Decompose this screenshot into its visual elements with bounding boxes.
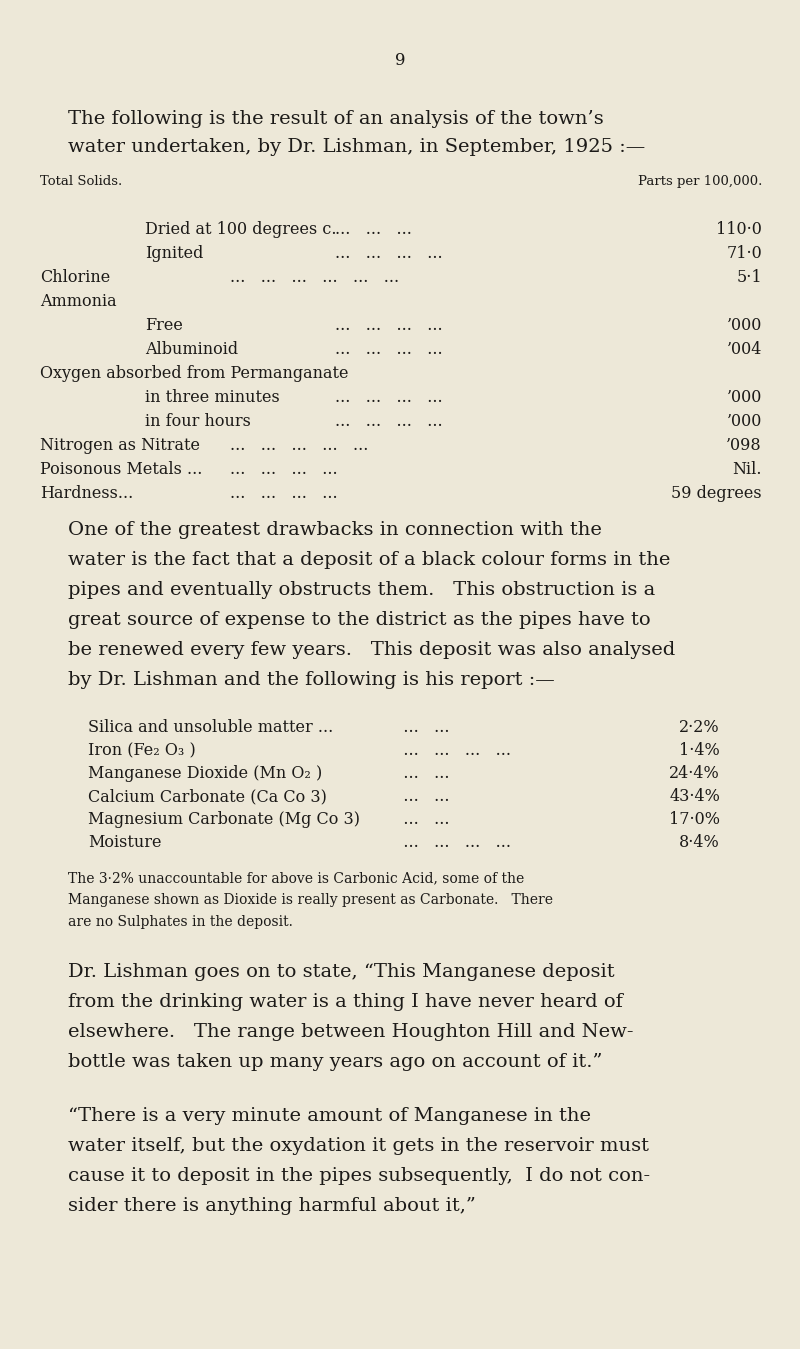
Text: ’004: ’004 [726,341,762,357]
Text: ...   ...   ...   ...: ... ... ... ... [335,413,442,430]
Text: Total Solids.: Total Solids. [40,175,122,188]
Text: ...   ...   ...   ...: ... ... ... ... [335,341,442,357]
Text: Magnesium Carbonate (Mg Co 3): Magnesium Carbonate (Mg Co 3) [88,811,360,828]
Text: Ammonia: Ammonia [40,293,117,310]
Text: Poisonous Metals ...: Poisonous Metals ... [40,461,202,478]
Text: One of the greatest drawbacks in connection with the: One of the greatest drawbacks in connect… [68,521,602,540]
Text: water undertaken, by Dr. Lishman, in September, 1925 :—: water undertaken, by Dr. Lishman, in Sep… [68,138,646,156]
Text: ...   ...   ...   ...: ... ... ... ... [230,461,338,478]
Text: 9: 9 [394,53,406,69]
Text: 5·1: 5·1 [736,268,762,286]
Text: Nil.: Nil. [733,461,762,478]
Text: Dried at 100 degrees c.: Dried at 100 degrees c. [145,221,337,237]
Text: Iron (Fe₂ O₃ ): Iron (Fe₂ O₃ ) [88,742,196,759]
Text: bottle was taken up many years ago on account of it.”: bottle was taken up many years ago on ac… [68,1054,602,1071]
Text: ...   ...   ...   ...: ... ... ... ... [230,486,338,502]
Text: ...   ...: ... ... [388,788,450,805]
Text: ...   ...   ...   ...: ... ... ... ... [388,742,511,759]
Text: 1·4%: 1·4% [679,742,720,759]
Text: Ignited: Ignited [145,246,203,262]
Text: Manganese Dioxide (Mn O₂ ): Manganese Dioxide (Mn O₂ ) [88,765,322,782]
Text: are no Sulphates in the deposit.: are no Sulphates in the deposit. [68,915,293,929]
Text: Oxygen absorbed from Permanganate: Oxygen absorbed from Permanganate [40,366,349,382]
Text: ...   ...   ...   ...: ... ... ... ... [388,834,511,851]
Text: Free: Free [145,317,183,335]
Text: ’000: ’000 [726,413,762,430]
Text: ’098: ’098 [726,437,762,455]
Text: 71·0: 71·0 [726,246,762,262]
Text: Albuminoid: Albuminoid [145,341,238,357]
Text: The following is the result of an analysis of the town’s: The following is the result of an analys… [68,111,604,128]
Text: ’000: ’000 [726,389,762,406]
Text: 17·0%: 17·0% [669,811,720,828]
Text: ...   ...   ...   ...   ...   ...: ... ... ... ... ... ... [230,268,399,286]
Text: cause it to deposit in the pipes subsequently,  I do not con-: cause it to deposit in the pipes subsequ… [68,1167,650,1184]
Text: be renewed every few years.   This deposit was also analysed: be renewed every few years. This deposit… [68,641,675,660]
Text: ...   ...   ...   ...: ... ... ... ... [335,246,442,262]
Text: 43·4%: 43·4% [669,788,720,805]
Text: in four hours: in four hours [145,413,251,430]
Text: ...   ...: ... ... [388,765,450,782]
Text: The 3·2% unaccountable for above is Carbonic Acid, some of the: The 3·2% unaccountable for above is Carb… [68,871,524,885]
Text: elsewhere.   The range between Houghton Hill and New-: elsewhere. The range between Houghton Hi… [68,1023,634,1041]
Text: Silica and unsoluble matter ...: Silica and unsoluble matter ... [88,719,334,737]
Text: water is the fact that a deposit of a black colour forms in the: water is the fact that a deposit of a bl… [68,550,670,569]
Text: ...   ...   ...   ...   ...: ... ... ... ... ... [230,437,368,455]
Text: 110·0: 110·0 [716,221,762,237]
Text: ...   ...   ...   ...: ... ... ... ... [335,317,442,335]
Text: ...   ...: ... ... [388,719,450,737]
Text: Hardness...: Hardness... [40,486,134,502]
Text: great source of expense to the district as the pipes have to: great source of expense to the district … [68,611,650,629]
Text: Moisture: Moisture [88,834,162,851]
Text: 2·2%: 2·2% [679,719,720,737]
Text: 59 degrees: 59 degrees [671,486,762,502]
Text: in three minutes: in three minutes [145,389,280,406]
Text: pipes and eventually obstructs them.   This obstruction is a: pipes and eventually obstructs them. Thi… [68,581,655,599]
Text: sider there is anything harmful about it,”: sider there is anything harmful about it… [68,1197,476,1215]
Text: Calcium Carbonate (Ca Co 3): Calcium Carbonate (Ca Co 3) [88,788,327,805]
Text: ...   ...   ...: ... ... ... [335,221,412,237]
Text: water itself, but the oxydation it gets in the reservoir must: water itself, but the oxydation it gets … [68,1137,649,1155]
Text: 24·4%: 24·4% [670,765,720,782]
Text: Dr. Lishman goes on to state, “This Manganese deposit: Dr. Lishman goes on to state, “This Mang… [68,963,614,981]
Text: by Dr. Lishman and the following is his report :—: by Dr. Lishman and the following is his … [68,670,554,689]
Text: ...   ...: ... ... [388,811,450,828]
Text: Parts per 100,000.: Parts per 100,000. [638,175,762,188]
Text: from the drinking water is a thing I have never heard of: from the drinking water is a thing I hav… [68,993,623,1010]
Text: 8·4%: 8·4% [679,834,720,851]
Text: Nitrogen as Nitrate: Nitrogen as Nitrate [40,437,200,455]
Text: Manganese shown as Dioxide is really present as Carbonate.   There: Manganese shown as Dioxide is really pre… [68,893,553,907]
Text: Chlorine: Chlorine [40,268,110,286]
Text: “There is a very minute amount of Manganese in the: “There is a very minute amount of Mangan… [68,1108,591,1125]
Text: ’000: ’000 [726,317,762,335]
Text: ...   ...   ...   ...: ... ... ... ... [335,389,442,406]
